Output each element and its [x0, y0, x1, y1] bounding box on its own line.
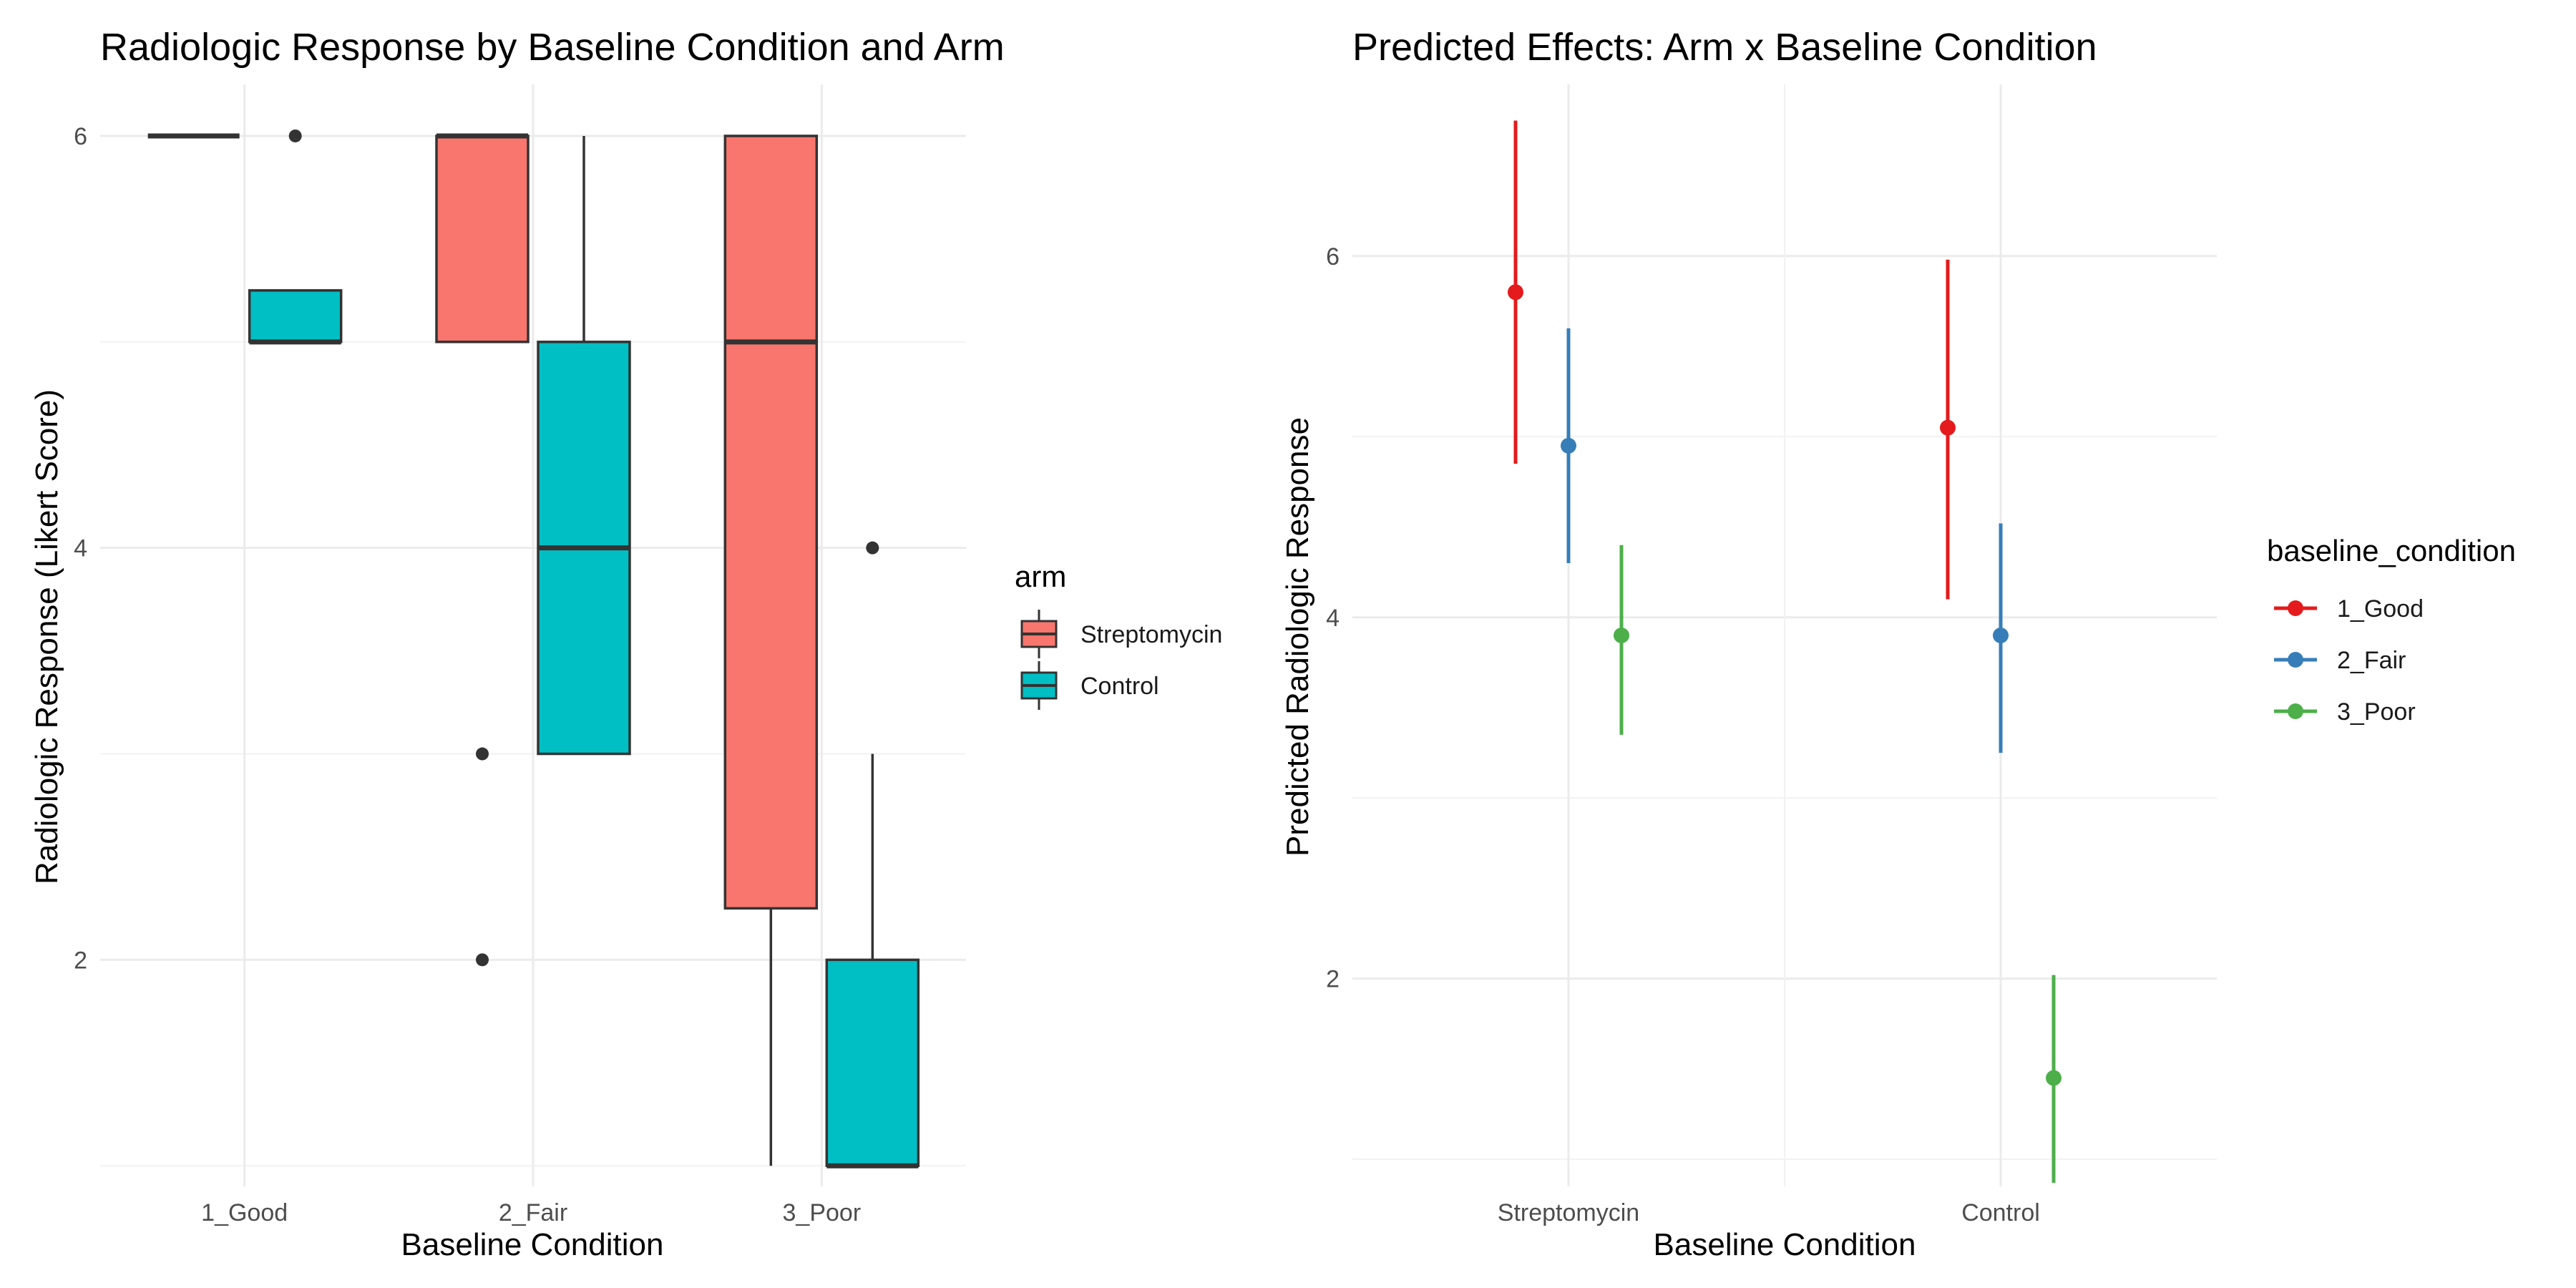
x-tick-label: 3_Poor [783, 1199, 862, 1226]
boxplot-chart: Radiologic Response by Baseline Conditio… [29, 26, 1222, 1262]
y-tick-label: 2 [1326, 966, 1340, 993]
legend-title: arm [1015, 560, 1066, 593]
box-body [248, 289, 343, 343]
legend-label: 2_Fair [2337, 647, 2406, 674]
pointrange-2_fair-control [1993, 523, 2009, 753]
y-tick-label: 2 [74, 947, 87, 974]
chart-title: Radiologic Response by Baseline Conditio… [100, 26, 1005, 69]
legend-key-point [2288, 652, 2303, 668]
outlier-point [288, 129, 302, 142]
y-tick-label: 4 [1326, 605, 1340, 632]
pointrange-1_good-control [1940, 259, 1956, 600]
estimate-point [1561, 437, 1576, 454]
box-control-3_poor [825, 541, 920, 1169]
pointrange-2_fair-streptomycin [1561, 328, 1576, 564]
box-streptomycin-3_poor [723, 135, 819, 1166]
x-axis-title: Baseline Condition [401, 1227, 664, 1262]
pointrange-3_poor-streptomycin [1614, 545, 1629, 735]
y-axis-title: Predicted Radiologic Response [1280, 417, 1315, 857]
box-body [825, 958, 920, 1167]
x-tick-label: Streptomycin [1498, 1199, 1639, 1226]
box-body [723, 135, 819, 910]
legend-key-point [2288, 703, 2303, 719]
legend-label: 3_Poor [2337, 698, 2416, 726]
legend: baseline_condition 1_Good 2_Fair 3_Poor [2267, 534, 2516, 726]
box-body [435, 135, 530, 343]
estimate-point [2046, 1070, 2062, 1086]
outlier-point [476, 747, 489, 761]
estimate-point [1940, 419, 1956, 436]
y-axis-title: Radiologic Response (Likert Score) [29, 389, 64, 884]
y-tick-label: 6 [74, 123, 87, 150]
legend-item-streptomycin: Streptomycin [1020, 610, 1222, 658]
pointrange-3_poor-control [2046, 975, 2062, 1183]
estimate-point [1993, 628, 2009, 643]
legend-item-control: Control [1020, 661, 1159, 710]
x-tick-label: 2_Fair [499, 1199, 567, 1226]
x-axis-title: Baseline Condition [1654, 1227, 1916, 1262]
y-tick-label: 6 [1326, 243, 1340, 270]
legend-label: Control [1080, 673, 1159, 700]
legend-item-2_fair: 2_Fair [2274, 647, 2406, 674]
legend-item-1_good: 1_Good [2274, 595, 2424, 623]
estimate-point [1614, 628, 1629, 643]
pointrange-1_good-streptomycin [1508, 120, 1523, 464]
legend-item-3_poor: 3_Poor [2274, 698, 2416, 726]
x-tick-label: 1_Good [201, 1199, 288, 1226]
legend-label: 1_Good [2337, 595, 2424, 623]
legend: arm Streptomycin Control [1015, 560, 1222, 710]
pointrange-chart: Predicted Effects: Arm x Baseline Condit… [1280, 26, 2516, 1262]
box-streptomycin-2_fair [435, 133, 530, 967]
legend-title: baseline_condition [2267, 534, 2516, 567]
box-control-1_good [248, 129, 343, 345]
outlier-point [476, 953, 489, 967]
legend-key-point [2288, 600, 2303, 616]
box-control-2_fair [537, 135, 631, 756]
y-tick-label: 4 [74, 535, 87, 562]
estimate-point [1508, 284, 1523, 301]
chart-title: Predicted Effects: Arm x Baseline Condit… [1352, 26, 2097, 69]
outlier-point [866, 541, 879, 555]
x-tick-label: Control [1961, 1199, 2040, 1226]
legend-label: Streptomycin [1080, 621, 1222, 648]
